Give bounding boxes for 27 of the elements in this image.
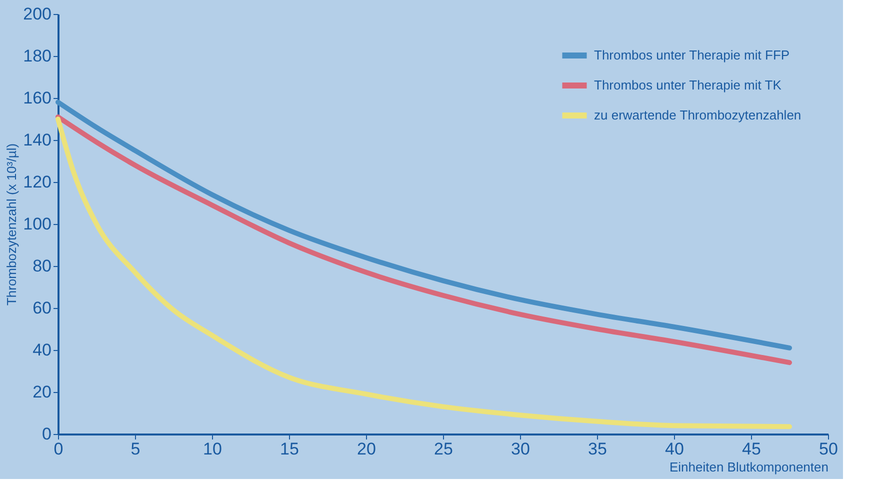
y-tick-label: 140 — [23, 130, 52, 150]
y-tick-label: 100 — [23, 214, 52, 234]
y-tick-label: 60 — [32, 298, 52, 318]
x-tick-label: 20 — [357, 440, 376, 458]
x-tick-label: 50 — [819, 440, 838, 458]
y-axis-title: Thrombozytenzahl (x 10³/µl) — [4, 143, 20, 306]
y-tick-label: 200 — [23, 4, 52, 24]
legend-label: Thrombos unter Therapie mit TK — [594, 78, 782, 92]
y-tick-label: 120 — [23, 172, 52, 192]
x-tick-label: 30 — [511, 440, 530, 458]
x-tick-label: 5 — [130, 440, 140, 458]
y-tick-label: 40 — [32, 340, 52, 360]
legend-label: zu erwartende Thrombozytenzahlen — [594, 108, 802, 122]
x-tick-label: 10 — [203, 440, 222, 458]
x-tick-label: 40 — [665, 440, 684, 458]
legend-label: Thrombos unter Therapie mit FFP — [594, 48, 790, 62]
x-tick-label: 25 — [434, 440, 453, 458]
x-axis-title: Einheiten Blutkomponenten — [669, 460, 828, 474]
x-tick-label: 45 — [742, 440, 761, 458]
x-tick-label: 35 — [588, 440, 607, 458]
y-tick-label: 0 — [42, 424, 52, 444]
x-tick-label: 15 — [280, 440, 299, 458]
y-tick-label: 80 — [32, 256, 52, 276]
y-tick-label: 160 — [23, 88, 52, 108]
y-tick-label: 20 — [32, 382, 52, 402]
y-tick-label: 180 — [23, 46, 52, 66]
x-tick-label: 0 — [54, 440, 64, 458]
